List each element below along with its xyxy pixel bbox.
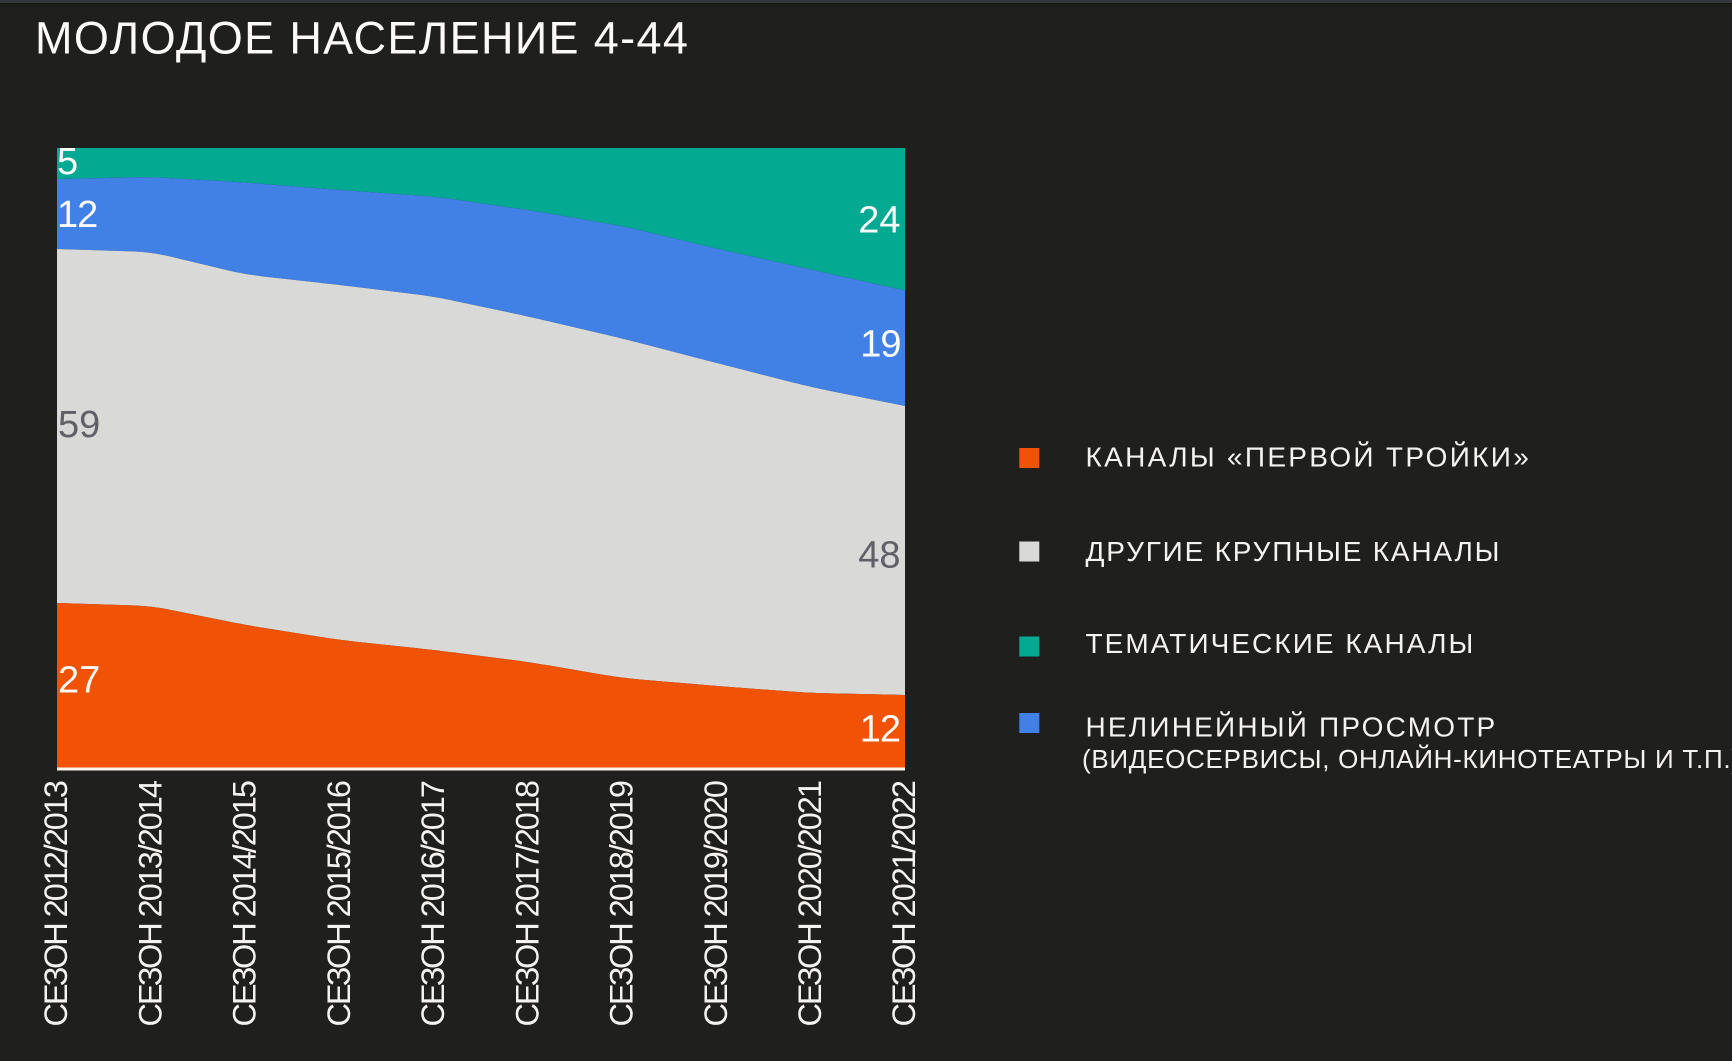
svg-text:СЕЗОН 2020/2021: СЕЗОН 2020/2021 [792,781,828,1026]
svg-text:СЕЗОН 2021/2022: СЕЗОН 2021/2022 [886,781,922,1026]
svg-text:СЕЗОН 2019/2020: СЕЗОН 2019/2020 [698,781,734,1026]
svg-text:(ВИДЕОСЕРВИСЫ, ОНЛАЙН-КИНОТЕАТ: (ВИДЕОСЕРВИСЫ, ОНЛАЙН-КИНОТЕАТРЫ И Т.П.) [1082,744,1732,774]
svg-text:24: 24 [858,199,900,241]
svg-text:КАНАЛЫ «ПЕРВОЙ ТРОЙКИ»: КАНАЛЫ «ПЕРВОЙ ТРОЙКИ» [1086,442,1532,473]
svg-text:СЕЗОН 2018/2019: СЕЗОН 2018/2019 [604,781,640,1026]
svg-text:СЕЗОН 2015/2016: СЕЗОН 2015/2016 [321,781,357,1026]
svg-text:СЕЗОН 2012/2013: СЕЗОН 2012/2013 [38,781,74,1026]
svg-text:НЕЛИНЕЙНЫЙ ПРОСМОТР: НЕЛИНЕЙНЫЙ ПРОСМОТР [1086,712,1498,743]
svg-text:48: 48 [858,535,900,577]
svg-text:МОЛОДОЕ НАСЕЛЕНИЕ 4-44: МОЛОДОЕ НАСЕЛЕНИЕ 4-44 [35,13,689,64]
svg-text:СЕЗОН 2013/2014: СЕЗОН 2013/2014 [132,780,168,1026]
svg-text:27: 27 [58,660,100,702]
svg-text:СЕЗОН 2014/2015: СЕЗОН 2014/2015 [227,781,263,1026]
svg-text:СЕЗОН 2017/2018: СЕЗОН 2017/2018 [509,781,545,1026]
svg-text:12: 12 [860,709,900,751]
svg-text:ТЕМАТИЧЕСКИЕ КАНАЛЫ: ТЕМАТИЧЕСКИЕ КАНАЛЫ [1086,628,1476,659]
svg-text:5: 5 [57,141,78,183]
svg-text:12: 12 [57,194,97,236]
svg-text:ДРУГИЕ КРУПНЫЕ КАНАЛЫ: ДРУГИЕ КРУПНЫЕ КАНАЛЫ [1086,536,1502,567]
svg-text:СЕЗОН 2016/2017: СЕЗОН 2016/2017 [415,781,451,1026]
svg-text:59: 59 [58,404,100,446]
svg-text:19: 19 [860,324,900,366]
